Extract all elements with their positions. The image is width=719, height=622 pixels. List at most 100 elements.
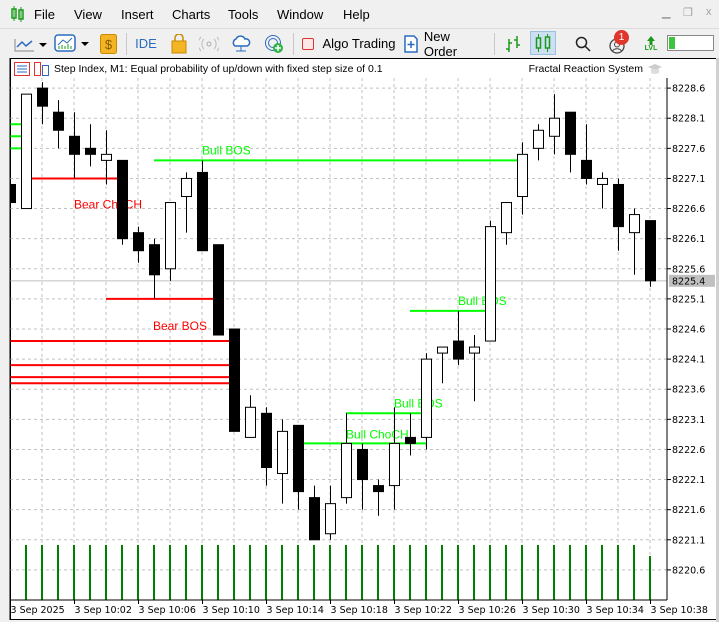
price-tick-label: 8226.6 <box>672 204 705 215</box>
bullish-candle <box>101 130 112 185</box>
menu-insert[interactable]: Insert <box>121 7 154 22</box>
bullish-candle <box>277 419 288 504</box>
minimize-icon[interactable]: ▁ <box>662 7 671 19</box>
price-tick-label: 8224.1 <box>672 355 705 366</box>
candle-body <box>181 177 192 198</box>
chart-type-icon <box>54 33 89 52</box>
algo-trading-button[interactable]: Algo Trading <box>301 33 396 54</box>
bearish-candle <box>261 407 272 486</box>
price-tick-label: 8221.6 <box>672 505 705 516</box>
menu-view[interactable]: View <box>74 7 102 22</box>
current-price-label: 8225.4 <box>672 276 705 287</box>
chart-title-bar: Step Index, M1: Equal probability of up/… <box>14 61 383 77</box>
level-progress-bar <box>667 35 714 51</box>
bull-level-label: Bull BOS <box>202 143 251 157</box>
bearish-candle <box>149 238 160 299</box>
vps-cloud-button[interactable] <box>231 33 251 54</box>
account-button[interactable]: 1 <box>604 30 630 54</box>
price-tick-label: 8225.6 <box>672 264 705 275</box>
bearish-candle <box>213 244 224 336</box>
price-tick-label: 8223.6 <box>672 385 705 396</box>
current-price-tag <box>669 274 715 287</box>
time-tick-label: 3 Sep 10:06 <box>139 605 196 616</box>
restore-icon[interactable]: ❐ <box>683 7 693 19</box>
time-tick-label: 3 Sep 10:22 <box>395 605 452 616</box>
bearish-candle <box>613 178 624 251</box>
time-tick-label: 3 Sep 2025 <box>11 605 65 616</box>
menu-tools[interactable]: Tools <box>228 7 259 22</box>
bear-level-label: Bear BOS <box>153 319 207 333</box>
price-tick-label: 8228.1 <box>672 114 705 125</box>
bullish-candle <box>325 485 336 540</box>
level-button[interactable]: LVL <box>641 33 661 54</box>
data-window-icon[interactable] <box>34 62 50 76</box>
candle-body <box>293 424 304 493</box>
cloud-icon <box>232 34 251 51</box>
level-up-icon <box>647 35 655 45</box>
structure-levels: Bear ChoCH Bear BOS Bull BOS Bull BOS Bull B… <box>10 123 522 445</box>
chart-template-button[interactable] <box>54 33 90 54</box>
candle-body <box>261 412 272 469</box>
bull-level-label: Bull BOS <box>458 294 507 308</box>
bar-chart-button[interactable] <box>503 33 523 54</box>
chart-window[interactable] <box>10 58 717 620</box>
candlestick-icon <box>535 34 551 52</box>
search-button[interactable] <box>574 33 592 54</box>
indicator-name: Fractal Reaction System <box>528 63 643 75</box>
candle-body <box>533 129 544 149</box>
candle-body <box>565 111 576 155</box>
trade-panel-icon[interactable] <box>14 62 30 76</box>
candle-body <box>485 226 496 342</box>
candle-body <box>517 153 528 198</box>
signals-button[interactable] <box>199 33 219 54</box>
market-button[interactable] <box>170 33 188 54</box>
bearish-candle <box>85 124 96 167</box>
candle-body <box>213 244 224 336</box>
candle-body <box>229 328 240 432</box>
candle-body <box>101 153 112 161</box>
menu-window[interactable]: Window <box>277 7 324 22</box>
bullish-candle <box>245 395 256 438</box>
bearish-candle <box>405 413 416 456</box>
close-icon[interactable]: x <box>706 6 712 18</box>
bearish-candle <box>229 328 240 432</box>
candles <box>5 82 656 541</box>
new-order-button[interactable]: New Order <box>404 29 486 59</box>
bearish-candle <box>645 220 656 287</box>
candle-body <box>629 214 640 234</box>
bullish-candle <box>549 94 560 155</box>
bullish-candle <box>597 172 608 209</box>
new-order-icon <box>404 34 418 53</box>
bearish-candle <box>197 160 208 252</box>
candle-body <box>245 406 256 438</box>
price-tick-label: 8224.6 <box>672 325 705 336</box>
bullish-candle <box>341 413 352 504</box>
candle-body <box>437 346 448 354</box>
menu-charts[interactable]: Charts <box>172 7 211 22</box>
bullish-candle <box>21 93 32 210</box>
algo-trading-label: Algo Trading <box>322 36 396 51</box>
candle-body <box>341 442 352 499</box>
time-tick-label: 3 Sep 10:30 <box>523 605 580 616</box>
bullish-candle <box>437 346 448 384</box>
time-tick-label: 3 Sep 10:26 <box>459 605 516 616</box>
toolbar-separator <box>293 33 294 55</box>
chart-axes: 8228.6 8228.1 8227.6 8227.1 8226.6 8226.1 8225… <box>0 58 719 622</box>
menu-file[interactable]: File <box>34 7 55 22</box>
ide-button[interactable]: IDE <box>135 36 157 51</box>
candle-body <box>149 244 160 276</box>
candlestick-chart-button[interactable] <box>530 31 556 55</box>
price-tick-label: 8222.6 <box>672 445 705 456</box>
add-service-button[interactable] <box>264 33 284 54</box>
market-bag-icon <box>171 33 187 53</box>
price-tick-label: 8228.6 <box>672 84 705 95</box>
signals-icon <box>199 36 219 51</box>
line-chart-button[interactable] <box>14 33 48 54</box>
price-tick-label: 8220.6 <box>672 565 705 576</box>
menu-help[interactable]: Help <box>343 7 370 22</box>
bullish-candle <box>629 208 640 275</box>
candle-body <box>357 448 368 481</box>
trading-button[interactable]: $ <box>99 33 117 54</box>
candle-body <box>469 346 480 354</box>
